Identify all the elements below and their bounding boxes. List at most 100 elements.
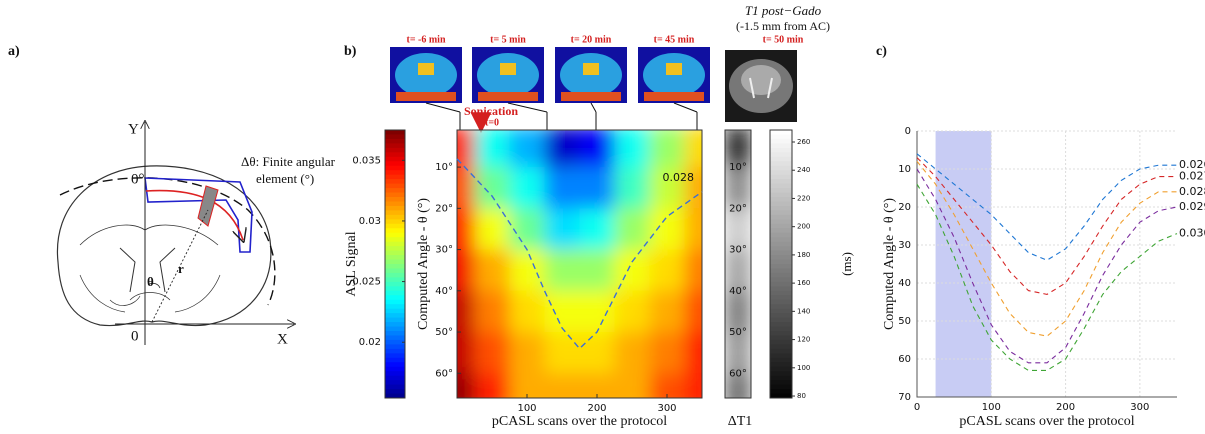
colorbar-step — [770, 281, 792, 287]
annotation: element (°) — [256, 171, 314, 186]
strip-tick-label: 10° — [729, 162, 747, 173]
colorbar-step — [770, 389, 792, 395]
connector — [673, 102, 698, 113]
thumbnail-hot — [583, 63, 599, 75]
heatmap-cell — [544, 373, 580, 398]
y-tick-label: 10° — [435, 162, 453, 173]
x-axis-label: pCASL scans over the protocol — [492, 414, 667, 429]
heatmap-cell — [579, 167, 615, 209]
event-time: t=0 — [485, 117, 499, 128]
y-tick-label: 50 — [898, 316, 911, 327]
strip-cell — [725, 208, 751, 250]
colorbar-tick-label: 0.03 — [359, 216, 381, 227]
colorbar-step — [770, 326, 792, 332]
colorbar-step — [770, 250, 792, 256]
x-tick-label: 300 — [1130, 402, 1149, 413]
colorbar-tick-label: 0.025 — [352, 277, 381, 288]
colorbar-step — [770, 223, 792, 229]
heatmap-cell — [544, 130, 580, 168]
colorbar-step — [770, 143, 792, 149]
series-line — [916, 183, 1178, 371]
heatmap-panel: 0.028 100 200 300 10° 20° 30° 40° 50° 60° pCASL sc… — [344, 129, 854, 429]
colorbar-tick-label: 140 — [797, 307, 810, 315]
colorbar-step — [770, 214, 792, 220]
heatmap-cell — [509, 249, 545, 291]
colorbar-step — [770, 268, 792, 274]
heatmap-cell — [614, 249, 650, 291]
panel-label: b) — [344, 44, 357, 59]
thumbnail-label: t= 20 min — [571, 34, 612, 45]
colorbar-step — [385, 344, 405, 350]
shaded-span — [935, 131, 992, 397]
x-tick-label: 0 — [914, 402, 920, 413]
colorbar-step — [770, 304, 792, 310]
y-tick-label: 60 — [898, 354, 911, 365]
heatmap-clip — [457, 130, 702, 398]
colorbar-step — [385, 272, 405, 278]
colorbar-step — [770, 147, 792, 153]
thumbnail-hot — [644, 92, 704, 101]
series-line — [916, 161, 1177, 337]
colorbar-step — [385, 339, 405, 345]
colorbar-step — [385, 205, 405, 211]
colorbar-step — [385, 179, 405, 185]
heatmap-cell — [614, 208, 650, 250]
heatmap-cell — [474, 249, 510, 291]
connector — [425, 102, 461, 113]
strip-cell — [725, 130, 751, 168]
event-label: Sonication — [464, 104, 518, 118]
colorbar-step — [385, 299, 405, 305]
y-tick-label: 60° — [435, 368, 453, 379]
strip-tick-label: 60° — [729, 368, 747, 379]
heatmap-cell — [457, 373, 475, 398]
heatmap-cell — [457, 290, 475, 333]
colorbar-step — [770, 237, 792, 243]
colorbar-step — [385, 384, 405, 390]
colorbar-step — [385, 380, 405, 386]
colorbar-step — [770, 170, 792, 176]
colorbar-tick-label: 200 — [797, 223, 810, 231]
colorbar-step — [770, 219, 792, 225]
heatmap-cell — [649, 130, 685, 168]
thumbnail-hot — [500, 63, 516, 75]
colorbar-step — [385, 237, 405, 243]
colorbar-step — [770, 138, 792, 144]
colorbar-step — [770, 393, 792, 399]
heatmap-cell — [579, 130, 615, 168]
colorbar-step — [770, 299, 792, 305]
y-tick-label: 0 — [905, 126, 911, 137]
colorbar-step — [385, 393, 405, 399]
heatmap-cell — [509, 290, 545, 333]
heatmap-cell — [649, 332, 685, 374]
heatmap-cell — [649, 249, 685, 291]
colorbar-step — [385, 371, 405, 377]
colorbar-step — [770, 295, 792, 301]
colorbar-step — [770, 286, 792, 292]
heatmap-cell — [509, 373, 545, 398]
colorbar-step — [385, 375, 405, 381]
colorbar-step — [770, 241, 792, 247]
heatmap-cell — [579, 290, 615, 333]
colorbar-step — [770, 272, 792, 278]
colorbar-step — [385, 357, 405, 363]
colorbar-step — [385, 228, 405, 234]
series-label: 0.028 — [1179, 185, 1205, 198]
heatmap-cell — [649, 290, 685, 333]
colorbar-step — [770, 156, 792, 162]
colorbar-step — [385, 246, 405, 252]
heatmap-cell — [544, 290, 580, 333]
colorbar-tick-label: 0.02 — [359, 337, 381, 348]
colorbar-step — [770, 192, 792, 198]
heatmap-cell — [649, 208, 685, 250]
colorbar-step — [385, 286, 405, 292]
colorbar-step — [385, 161, 405, 167]
colorbar-tick-label: 160 — [797, 279, 810, 287]
colorbar-step — [385, 241, 405, 247]
heatmap-cell — [614, 290, 650, 333]
colorbar-step — [385, 366, 405, 372]
heatmap-cell — [457, 130, 475, 168]
y-tick-label: 10 — [898, 164, 911, 175]
colorbar-label: ASL Signal — [344, 231, 359, 296]
line-panel: 01020304050607001002003000.0260.0270.028… — [882, 126, 1205, 429]
